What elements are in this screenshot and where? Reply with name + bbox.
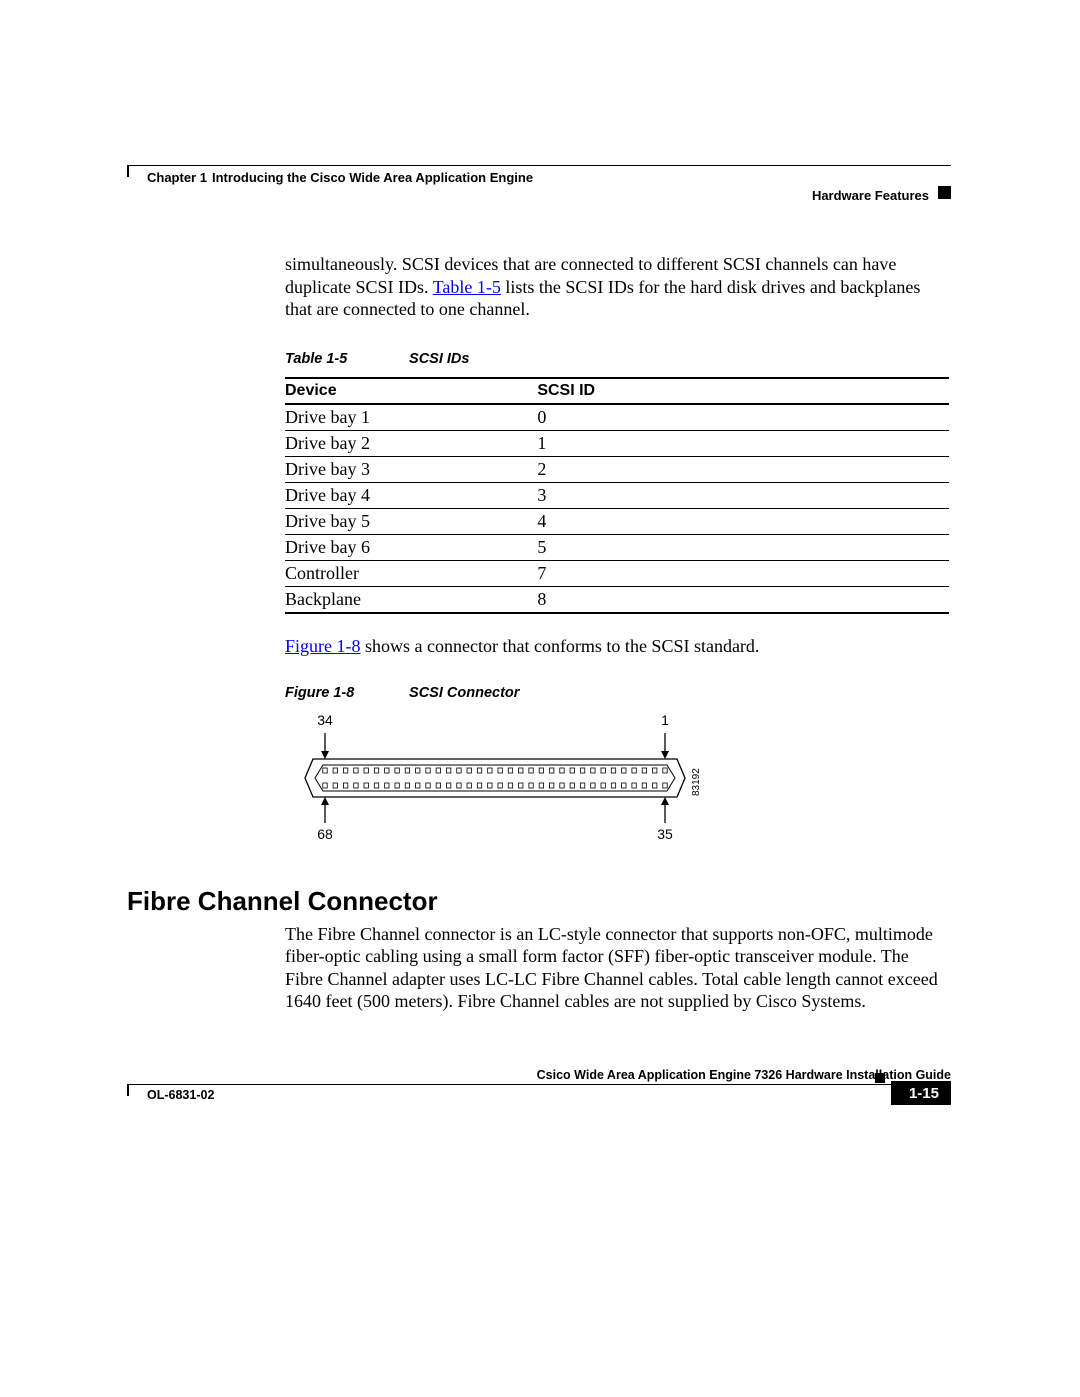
chapter-title: Introducing the Cisco Wide Area Applicat… xyxy=(212,170,533,185)
scsi-connector-svg: 34 1 68 35 83192 xyxy=(285,711,725,841)
scsi-connector-figure: 34 1 68 35 83192 xyxy=(285,711,951,846)
table-cell: Drive bay 2 xyxy=(285,430,537,456)
table-cell: Drive bay 4 xyxy=(285,482,537,508)
post-table-paragraph: Figure 1-8 shows a connector that confor… xyxy=(285,636,951,657)
section-heading-fibre: Fibre Channel Connector xyxy=(127,886,951,917)
footer-page-number: 1-15 xyxy=(891,1081,951,1105)
page-content: Chapter 1 Introducing the Cisco Wide Are… xyxy=(127,165,951,1013)
table-caption-label: Table 1-5 xyxy=(285,351,405,367)
svg-text:35: 35 xyxy=(657,826,673,841)
table-cell: 0 xyxy=(537,404,949,431)
col-device: Device xyxy=(285,378,537,404)
table-row: Drive bay 43 xyxy=(285,482,949,508)
table-cell: Drive bay 5 xyxy=(285,508,537,534)
figure-ref-link[interactable]: Figure 1-8 xyxy=(285,636,361,656)
table-row: Drive bay 32 xyxy=(285,456,949,482)
figure-caption-title: SCSI Connector xyxy=(409,685,519,701)
intro-paragraph: simultaneously. SCSI devices that are co… xyxy=(285,253,951,321)
footer-page-marker xyxy=(875,1073,885,1083)
table-cell: 5 xyxy=(537,534,949,560)
table-cell: 3 xyxy=(537,482,949,508)
table-header-row: Device SCSI ID xyxy=(285,378,949,404)
svg-text:83192: 83192 xyxy=(691,767,702,795)
svg-text:34: 34 xyxy=(317,712,333,728)
header-section: Hardware Features xyxy=(812,188,929,203)
header-rule: Chapter 1 Introducing the Cisco Wide Are… xyxy=(127,165,951,193)
table-cell: 1 xyxy=(537,430,949,456)
header-left-tick xyxy=(127,165,129,177)
table-row: Drive bay 54 xyxy=(285,508,949,534)
table-cell: 7 xyxy=(537,560,949,586)
table-cell: Drive bay 6 xyxy=(285,534,537,560)
table-ref-link[interactable]: Table 1-5 xyxy=(433,277,501,297)
table-cell: Backplane xyxy=(285,586,537,613)
figure-caption: Figure 1-8 SCSI Connector xyxy=(285,685,951,701)
fibre-content: The Fibre Channel connector is an LC-sty… xyxy=(127,917,951,1013)
table-row: Controller7 xyxy=(285,560,949,586)
body: simultaneously. SCSI devices that are co… xyxy=(127,253,951,846)
col-scsi-id: SCSI ID xyxy=(537,378,949,404)
table-cell: 4 xyxy=(537,508,949,534)
table-caption: Table 1-5 SCSI IDs xyxy=(285,351,951,367)
table-cell: Controller xyxy=(285,560,537,586)
svg-text:1: 1 xyxy=(661,712,669,728)
header-right-marker xyxy=(938,186,951,199)
post-table-text: shows a connector that conforms to the S… xyxy=(361,636,760,656)
table-row: Drive bay 10 xyxy=(285,404,949,431)
svg-text:68: 68 xyxy=(317,826,333,841)
table-cell: Drive bay 1 xyxy=(285,404,537,431)
chapter-number: Chapter 1 xyxy=(147,170,207,185)
table-cell: Drive bay 3 xyxy=(285,456,537,482)
footer-guide-title: Csico Wide Area Application Engine 7326 … xyxy=(127,1068,951,1082)
table-row: Drive bay 65 xyxy=(285,534,949,560)
fibre-paragraph: The Fibre Channel connector is an LC-sty… xyxy=(285,923,951,1013)
table-row: Drive bay 21 xyxy=(285,430,949,456)
table-cell: 8 xyxy=(537,586,949,613)
figure-caption-label: Figure 1-8 xyxy=(285,685,405,701)
page-footer: Csico Wide Area Application Engine 7326 … xyxy=(127,1068,951,1108)
footer-doc-number: OL-6831-02 xyxy=(147,1088,214,1102)
scsi-ids-table: Device SCSI ID Drive bay 10Drive bay 21D… xyxy=(285,377,949,614)
table-row: Backplane8 xyxy=(285,586,949,613)
footer-left-tick xyxy=(127,1084,129,1096)
table-caption-title: SCSI IDs xyxy=(409,351,469,367)
table-cell: 2 xyxy=(537,456,949,482)
footer-rule: OL-6831-02 1-15 xyxy=(127,1084,951,1108)
